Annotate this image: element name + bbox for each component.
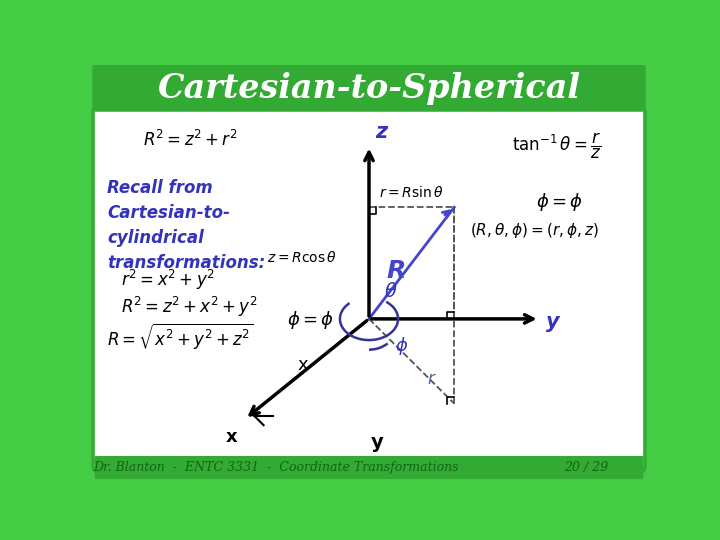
Text: z: z	[375, 122, 387, 142]
Text: $\theta$: $\theta$	[384, 282, 397, 301]
Text: r: r	[428, 370, 434, 388]
FancyBboxPatch shape	[94, 456, 644, 479]
Text: y: y	[370, 433, 383, 451]
Text: $R^2 = z^2 + x^2 + y^2$: $R^2 = z^2 + x^2 + y^2$	[121, 295, 258, 319]
Text: $\phi = \phi$: $\phi = \phi$	[287, 309, 335, 332]
Text: y: y	[546, 312, 559, 332]
Text: $\phi$: $\phi$	[395, 335, 408, 357]
Text: x: x	[298, 356, 308, 374]
Text: Recall from
Cartesian-to-
cylindrical
transformations:: Recall from Cartesian-to- cylindrical tr…	[107, 179, 265, 272]
Text: $R = \sqrt{x^2 + y^2 + z^2}$: $R = \sqrt{x^2 + y^2 + z^2}$	[107, 321, 254, 352]
Text: Dr. Blanton  -  ENTC 3331  -  Coordinate Transformations: Dr. Blanton - ENTC 3331 - Coordinate Tra…	[94, 461, 459, 474]
Text: $R^2 = z^2 + r^2$: $R^2 = z^2 + r^2$	[143, 130, 238, 150]
Text: 20 / 29: 20 / 29	[564, 461, 608, 474]
Text: $\tan^{-1}\theta = \dfrac{r}{z}$: $\tan^{-1}\theta = \dfrac{r}{z}$	[513, 131, 602, 161]
Text: Cartesian-to-Spherical: Cartesian-to-Spherical	[158, 72, 580, 105]
Text: R: R	[387, 259, 406, 283]
Text: $(R,\theta,\phi) = (r,\phi,z)$: $(R,\theta,\phi) = (r,\phi,z)$	[469, 221, 598, 240]
FancyBboxPatch shape	[93, 106, 645, 471]
Text: $r = R\sin\theta$: $r = R\sin\theta$	[379, 185, 444, 200]
Text: $r^2 = x^2 + y^2$: $r^2 = x^2 + y^2$	[121, 268, 215, 293]
Text: $z = R\cos\theta$: $z = R\cos\theta$	[266, 250, 336, 265]
Text: x: x	[225, 428, 237, 446]
FancyBboxPatch shape	[92, 64, 646, 112]
Text: $\phi = \phi$: $\phi = \phi$	[536, 191, 583, 213]
